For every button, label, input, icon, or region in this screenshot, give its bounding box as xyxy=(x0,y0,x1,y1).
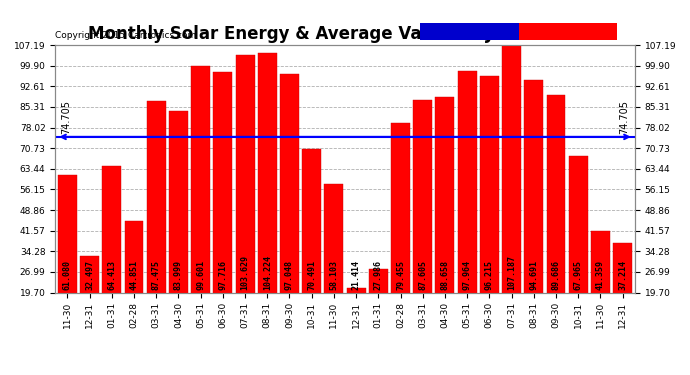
Text: 41.359: 41.359 xyxy=(596,260,605,290)
Text: 32.497: 32.497 xyxy=(85,260,94,290)
Text: 89.686: 89.686 xyxy=(551,260,560,290)
Bar xyxy=(413,100,432,348)
Text: 79.455: 79.455 xyxy=(396,260,405,290)
Bar xyxy=(102,166,121,348)
Bar xyxy=(235,55,255,348)
Bar xyxy=(169,111,188,348)
Text: 27.986: 27.986 xyxy=(374,260,383,290)
Text: Average  ($): Average ($) xyxy=(436,26,504,36)
Bar xyxy=(502,45,521,348)
Bar xyxy=(480,76,499,348)
Bar xyxy=(280,74,299,348)
FancyBboxPatch shape xyxy=(420,23,519,40)
Text: 103.629: 103.629 xyxy=(241,255,250,290)
Bar xyxy=(58,176,77,348)
Bar xyxy=(346,288,366,348)
Title: Monthly Solar Energy & Average Value Fri Jan 16 16:42: Monthly Solar Energy & Average Value Fri… xyxy=(88,26,602,44)
Bar xyxy=(191,66,210,348)
Text: 37.214: 37.214 xyxy=(618,260,627,290)
Bar xyxy=(258,53,277,348)
Text: Copyright 2015 Cartronics.com: Copyright 2015 Cartronics.com xyxy=(55,31,197,40)
Bar xyxy=(613,243,632,348)
Bar xyxy=(391,123,410,348)
Text: 88.658: 88.658 xyxy=(440,260,449,290)
Text: Monthly  ($): Monthly ($) xyxy=(535,26,602,36)
Bar xyxy=(324,184,344,348)
Text: 58.103: 58.103 xyxy=(329,260,338,290)
Text: 67.965: 67.965 xyxy=(573,260,582,290)
Bar xyxy=(569,156,588,348)
FancyBboxPatch shape xyxy=(519,23,618,40)
Bar xyxy=(125,221,144,348)
Bar xyxy=(524,80,543,348)
Bar xyxy=(80,256,99,348)
Bar xyxy=(213,72,233,348)
Text: 70.491: 70.491 xyxy=(307,260,316,290)
Text: 44.851: 44.851 xyxy=(130,260,139,290)
Bar xyxy=(302,149,321,348)
Text: 87.605: 87.605 xyxy=(418,260,427,290)
Text: 87.475: 87.475 xyxy=(152,260,161,290)
Text: 97.964: 97.964 xyxy=(462,260,472,290)
Text: 107.187: 107.187 xyxy=(507,255,516,290)
Text: 74.705: 74.705 xyxy=(619,100,629,134)
Text: 94.691: 94.691 xyxy=(529,260,538,290)
Bar xyxy=(435,98,455,348)
Text: 97.716: 97.716 xyxy=(218,260,228,290)
Text: 74.705: 74.705 xyxy=(61,100,71,134)
Text: 96.215: 96.215 xyxy=(485,260,494,290)
Text: 83.999: 83.999 xyxy=(174,260,183,290)
Bar xyxy=(457,71,477,348)
Bar xyxy=(369,269,388,348)
Text: 21.414: 21.414 xyxy=(352,260,361,290)
Text: 97.048: 97.048 xyxy=(285,260,294,290)
Bar xyxy=(591,231,610,348)
Bar xyxy=(147,101,166,348)
Text: 64.413: 64.413 xyxy=(108,260,117,290)
Bar xyxy=(546,94,565,348)
Text: 99.601: 99.601 xyxy=(196,260,205,290)
Text: 104.224: 104.224 xyxy=(263,255,272,290)
Text: 61.080: 61.080 xyxy=(63,260,72,290)
